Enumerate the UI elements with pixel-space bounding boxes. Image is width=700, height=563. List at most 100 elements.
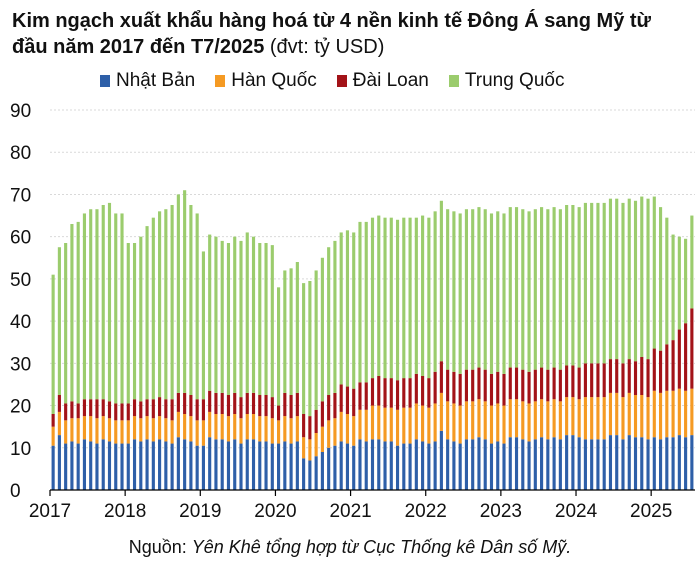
bar-segment-china — [458, 213, 462, 374]
y-tick-label: 70 — [10, 185, 31, 206]
bar-segment-japan — [251, 439, 256, 490]
bar-segment-china — [370, 217, 375, 379]
bar-segment-japan — [496, 441, 500, 490]
bar-segment-korea — [327, 420, 331, 448]
legend-swatch-china — [448, 75, 459, 87]
bar-segment-japan — [646, 439, 650, 490]
bar-segment-china — [684, 238, 688, 324]
bar-segment-taiwan — [352, 388, 356, 417]
bar-segment-taiwan — [132, 399, 137, 417]
bar-segment-taiwan — [226, 395, 231, 417]
bar-segment-china — [176, 194, 180, 393]
bar-segment-taiwan — [370, 378, 375, 406]
bar-segment-china — [114, 213, 118, 404]
bar-segment-korea — [615, 392, 619, 436]
bar-segment-japan — [427, 443, 431, 490]
bar-segment-japan — [527, 441, 531, 490]
bar-segment-taiwan — [82, 399, 87, 417]
bar-segment-china — [546, 209, 550, 370]
bar-segment-korea — [114, 420, 118, 444]
bar-segment-taiwan — [395, 380, 400, 410]
bar-segment-taiwan — [489, 373, 494, 406]
bar-segment-korea — [414, 403, 418, 440]
bar-segment-korea — [527, 403, 531, 442]
bar-segment-korea — [508, 399, 512, 438]
bar-segment-korea — [76, 418, 80, 444]
bar-segment-china — [233, 236, 237, 393]
bar-segment-korea — [320, 426, 324, 452]
y-tick-label: 20 — [10, 397, 31, 418]
y-tick-label: 0 — [10, 481, 21, 502]
source-prefix: Nguồn: — [128, 537, 192, 557]
bar-segment-china — [402, 217, 406, 379]
bar-segment-taiwan — [283, 392, 287, 417]
bar-segment-china — [427, 217, 431, 379]
bar-segment-japan — [577, 437, 581, 490]
bar-segment-taiwan — [89, 399, 93, 417]
bar-segment-korea — [170, 420, 174, 444]
bar-segment-china — [633, 200, 638, 362]
bar-segment-japan — [627, 435, 631, 490]
bar-segment-japan — [446, 439, 450, 490]
bar-segment-korea — [201, 420, 205, 446]
bar-segment-china — [89, 209, 93, 400]
bar-segment-taiwan — [189, 395, 193, 417]
bar-segment-japan — [277, 443, 281, 490]
bar-segment-taiwan — [646, 359, 650, 398]
bar-segment-japan — [358, 439, 362, 490]
bar-segment-japan — [571, 435, 575, 490]
bar-segment-china — [289, 268, 293, 395]
bar-segment-korea — [120, 420, 124, 444]
bar-segment-japan — [64, 443, 68, 490]
bar-segment-taiwan — [471, 369, 475, 402]
bar-segment-taiwan — [514, 367, 519, 400]
bar-segment-japan — [158, 439, 162, 490]
bar-segment-korea — [571, 397, 575, 436]
bar-segment-china — [145, 226, 149, 400]
bar-segment-japan — [226, 441, 231, 490]
bar-segment-taiwan — [427, 378, 431, 408]
bar-segment-korea — [358, 409, 362, 440]
legend-item-japan: Nhật Bản — [100, 70, 195, 92]
bar-segment-taiwan — [258, 395, 262, 417]
bar-segment-taiwan — [590, 363, 594, 398]
bar-segment-china — [245, 232, 249, 393]
y-tick-label: 40 — [10, 312, 31, 333]
bar-segment-taiwan — [546, 369, 550, 402]
bar-segment-korea — [602, 397, 606, 440]
bar-segment-taiwan — [684, 323, 688, 391]
bar-segment-china — [308, 281, 312, 417]
bar-segment-japan — [583, 439, 587, 490]
chart-title: Kim ngạch xuất khẩu hàng hoá từ 4 nền ki… — [12, 8, 692, 60]
bar-segment-japan — [421, 441, 425, 490]
bar-segment-taiwan — [452, 371, 456, 404]
bar-segment-korea — [283, 416, 287, 442]
bar-segment-taiwan — [51, 414, 55, 427]
bar-segment-china — [302, 283, 306, 414]
bar-segment-taiwan — [508, 367, 512, 400]
bar-segment-korea — [395, 409, 400, 446]
x-tick-label: 2018 — [104, 501, 146, 522]
bar-segment-china — [389, 217, 393, 379]
bar-segment-korea — [427, 407, 431, 444]
bar-segment-korea — [458, 405, 462, 444]
bar-segment-china — [345, 230, 350, 387]
bar-segment-china — [577, 207, 581, 368]
bar-segment-china — [333, 240, 337, 393]
bar-segment-japan — [339, 441, 343, 490]
bar-segment-korea — [195, 420, 199, 446]
bar-segment-korea — [521, 401, 525, 440]
bar-segment-china — [552, 207, 556, 368]
bar-segment-japan — [176, 437, 180, 490]
bar-segment-korea — [665, 390, 669, 438]
bar-segment-korea — [590, 397, 594, 440]
bar-segment-korea — [158, 416, 162, 440]
x-tick-label: 2025 — [630, 501, 672, 522]
bar-segment-japan — [245, 439, 249, 490]
bar-segment-japan — [95, 443, 99, 490]
bar-segment-japan — [477, 437, 481, 490]
bar-segment-japan — [289, 443, 293, 490]
bar-segment-japan — [208, 437, 212, 490]
bar-segment-taiwan — [176, 392, 180, 412]
bar-segment-china — [627, 198, 631, 360]
